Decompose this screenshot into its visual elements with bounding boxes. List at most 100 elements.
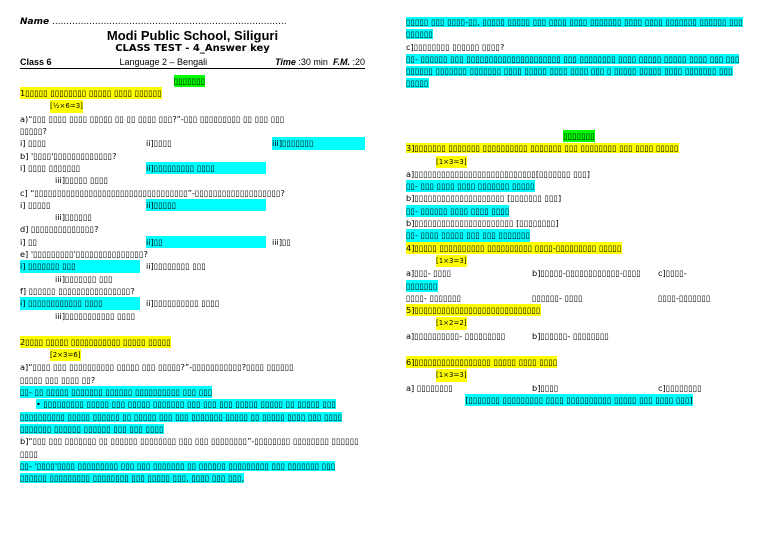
text-line: ▯▯- ▯▯▯▯▯▯ ▯▯▯▯ ▯▯▯▯ ▯▯▯▯ (406, 204, 758, 218)
text-segment: ▯▯- ▯▯▯▯▯▯ ▯▯▯ ▯▯▯▯▯▯▯▯▯▯▯▯▯▯▯▯▯▯▯▯▯ ▯▯▯… (406, 53, 740, 89)
text-segment: ▯▯▯▯▯▯▯ (563, 130, 595, 143)
text-segment: iii]▯▯▯▯▯▯▯ (272, 137, 365, 150)
text-segment: a]▯▯▯▯▯▯▯▯▯▯▯▯▯▯▯▯▯▯▯▯▯▯▯▯▯▯▯[▯▯▯▯▯▯▯ ▯▯… (406, 168, 590, 179)
time-fm: Time :30 min F.M. :20 (275, 56, 365, 68)
text-line: f] ▯▯▯▯▯▯ ▯▯▯▯▯▯▯▯▯▯▯▯▯▯▯▯? (20, 285, 365, 297)
text-segment: iii]▯▯ (272, 236, 292, 247)
text-line: a]▯▯▯- ▯▯▯▯ b]▯▯▯▯▯-▯▯▯▯▯▯▯▯▯▯▯▯-▯▯▯▯ c]▯▯… (406, 267, 758, 279)
text-segment: ii]▯▯▯▯ (146, 138, 172, 149)
text-segment: [▯▯▯▯▯▯▯ ▯▯▯▯▯▯▯▯▯ ▯▯▯▯ ▯▯▯▯▯▯▯▯▯▯ ▯▯▯▯▯… (465, 393, 693, 407)
text-segment: ▯▯- ▯▯▯▯ ▯▯▯▯▯ ▯▯▯ ▯▯▯ ▯▯▯▯▯▯▯ (406, 229, 531, 242)
text-segment: a] ▯▯▯▯▯▯▯▯ (406, 382, 453, 393)
text-segment: b]“▯▯▯ ▯▯▯ ▯▯▯▯▯▯▯ ▯▯ ▯▯▯▯▯▯ ▯▯▯▯▯▯▯▯ ▯▯… (20, 436, 359, 459)
text-line: iii]▯▯▯▯▯▯▯ ▯▯▯ (20, 273, 365, 285)
school: Modi Public School, Siliguri (106, 28, 279, 44)
text-segment: iii]▯▯▯▯▯ ▯▯▯▯ (55, 175, 109, 186)
text-line: ▯▯▯▯▯▯▯ (406, 279, 758, 292)
text-segment: ii]▯▯▯▯▯▯▯▯▯ ▯▯▯▯ (146, 161, 266, 175)
text-line: i] ▯▯ ii]▯▯ iii]▯▯ (20, 235, 365, 249)
text-line: ▯▯▯▯▯▯▯ (20, 74, 365, 88)
text-line: ▯▯▯▯▯ ▯▯▯ ▯▯▯▯ ▯▯? (20, 374, 365, 386)
test-title: CLASS TEST - 4_Answer key (115, 43, 270, 55)
text-line: iii]▯▯▯▯▯ ▯▯▯▯ (20, 174, 365, 186)
text-line: 4]▯▯▯▯▯ ▯▯▯▯▯▯▯▯▯▯ ▯▯▯▯▯▯▯▯▯▯ ▯▯▯▯-▯▯▯▯▯… (406, 241, 758, 254)
text-segment: d] ▯▯▯▯▯▯▯▯▯▯▯▯▯▯? (20, 224, 99, 235)
text-segment: b]▯▯▯▯ (532, 382, 559, 393)
text-segment: a]“▯▯▯▯ ▯▯▯ ▯▯▯▯▯▯▯▯▯▯ ▯▯▯▯▯ ▯▯▯ ▯▯▯▯▯?”… (20, 362, 294, 373)
text-segment: ii]▯▯ (146, 235, 266, 249)
text-line: i] ▯▯▯▯ ii]▯▯▯▯ iii]▯▯▯▯▯▯▯ (20, 137, 365, 150)
text-line: a]▯▯▯▯▯▯▯▯▯▯- ▯▯▯▯▯▯▯▯▯ b]▯▯▯▯▯▯- ▯▯▯▯▯▯▯… (406, 330, 758, 342)
text-line: ▯▯▯▯▯? (20, 125, 365, 137)
text-segment: ▯▯▯▯▯ ▯▯▯ ▯▯▯▯-▯▯, ▯▯▯▯▯ ▯▯▯▯▯ ▯▯▯ ▯▯▯▯ … (406, 17, 743, 40)
text-segment: ii]▯▯▯▯▯▯▯▯▯▯ ▯▯▯▯ (146, 298, 220, 309)
text-segment: c]▯▯▯▯- (658, 268, 687, 279)
text-segment: [2×3=6] (50, 349, 81, 362)
text-line: ▯▯- ▯▯ ▯▯▯▯▯ ▯▯▯▯▯▯▯ ▯▯▯▯▯▯ ▯▯▯▯▯▯▯▯▯▯ ▯… (20, 386, 365, 399)
text-segment: [½×6=3] (50, 100, 83, 113)
text-segment: ▯▯▯▯▯▯▯ (173, 74, 206, 88)
text-line: ▯▯- '▯▯▯▯'▯▯▯▯ ▯▯▯▯▯▯▯▯▯ ▯▯▯ ▯▯▯ ▯▯▯▯▯▯▯… (20, 460, 365, 485)
text-line: [1×2=2] (406, 316, 758, 330)
text-line: d] ▯▯▯▯▯▯▯▯▯▯▯▯▯▯? (20, 223, 365, 235)
text-segment: 1▯▯▯▯▯ ▯▯▯▯▯▯▯▯ ▯▯▯▯▯ ▯▯▯▯ ▯▯▯▯▯▯ (20, 87, 162, 100)
text-segment: i] ▯▯▯▯▯ (20, 199, 51, 210)
text-line: ▯▯▯▯▯▯▯ (406, 130, 758, 143)
text-line: i] ▯▯▯▯▯ ii]▯▯▯▯▯ (20, 198, 365, 212)
text-line: c]▯▯▯▯▯▯▯▯ ▯▯▯▯▯▯ ▯▯▯▯? (406, 41, 758, 53)
text-segment: ▯▯▯▯-▯▯▯▯▯▯▯ (658, 292, 711, 303)
text-segment: iii]▯▯▯▯▯▯▯▯▯▯▯ ▯▯▯▯ (55, 310, 136, 321)
text-line: 3]▯▯▯▯▯▯▯ ▯▯▯▯▯▯▯ ▯▯▯▯▯▯▯▯▯▯ ▯▯▯▯▯▯▯ ▯▯▯… (406, 142, 758, 154)
name-dots: ........................................… (51, 17, 287, 27)
text-segment: 4]▯▯▯▯▯ ▯▯▯▯▯▯▯▯▯▯ ▯▯▯▯▯▯▯▯▯▯ ▯▯▯▯-▯▯▯▯▯… (406, 241, 622, 254)
text-line: c] “▯▯▯▯▯▯▯▯▯▯▯▯▯▯▯▯▯▯▯▯▯▯▯▯▯▯▯▯▯▯▯▯▯▯”-… (20, 187, 365, 199)
text-line: 1▯▯▯▯▯ ▯▯▯▯▯▯▯▯ ▯▯▯▯▯ ▯▯▯▯ ▯▯▯▯▯▯ (20, 87, 365, 100)
text-segment: a]▯▯▯- ▯▯▯▯ (406, 268, 452, 279)
right-top: ▯▯▯▯▯ ▯▯▯ ▯▯▯▯-▯▯, ▯▯▯▯▯ ▯▯▯▯▯ ▯▯▯ ▯▯▯▯ … (406, 16, 758, 90)
text-segment: ▯▯▯▯▯ ▯▯▯ ▯▯▯▯ ▯▯? (20, 374, 96, 385)
text-line: [2×3=6] (20, 348, 365, 362)
text-segment: i] ▯▯▯▯▯▯▯ ▯▯▯ (20, 260, 140, 273)
text-line: a] ▯▯▯▯▯▯▯▯ b]▯▯▯▯ c]▯▯▯▯▯▯▯▯ (406, 382, 758, 394)
text-line: i] ▯▯▯▯▯▯▯ ▯▯▯ ii]▯▯▯▯▯▯▯▯ ▯▯▯ (20, 260, 365, 273)
text-line: 2▯▯▯▯ ▯▯▯▯▯ ▯▯▯▯▯▯▯▯▯▯▯ ▯▯▯▯▯ ▯▯▯▯▯ (20, 335, 365, 349)
text-segment: [1×3=3] (436, 254, 467, 268)
text-line: [1×3=3] (406, 368, 758, 382)
text-segment: f] ▯▯▯▯▯▯ ▯▯▯▯▯▯▯▯▯▯▯▯▯▯▯▯? (20, 285, 135, 296)
fm-label: F.M. (332, 56, 350, 67)
text-line: ▯▯- ▯▯▯▯▯▯ ▯▯▯ ▯▯▯▯▯▯▯▯▯▯▯▯▯▯▯▯▯▯▯▯▯ ▯▯▯… (406, 53, 758, 90)
text-segment: a)“▯▯▯ ▯▯▯▯ ▯▯▯▯ ▯▯▯▯▯ ▯▯ ▯▯ ▯▯▯▯ ▯▯▯?”-… (20, 113, 285, 124)
text-line: ▯▯- ▯▯▯▯ ▯▯▯▯▯ ▯▯▯ ▯▯▯ ▯▯▯▯▯▯▯ (406, 229, 758, 242)
text-segment: ▯▯- ▯▯▯▯▯▯ ▯▯▯▯ ▯▯▯▯ ▯▯▯▯ (406, 204, 510, 218)
text-line: a]“▯▯▯▯ ▯▯▯ ▯▯▯▯▯▯▯▯▯▯ ▯▯▯▯▯ ▯▯▯ ▯▯▯▯▯?”… (20, 361, 365, 373)
text-segment: • ▯▯▯▯▯▯▯▯▯ ▯▯▯▯▯ ▯▯▯ ▯▯▯▯▯ ▯▯▯▯▯▯▯ ▯▯▯ … (20, 399, 343, 434)
name-label: Name (20, 17, 50, 27)
class: Class 6 (20, 56, 52, 67)
right-bottom: ▯▯▯▯▯▯▯ 3]▯▯▯▯▯▯▯ ▯▯▯▯▯▯▯ ▯▯▯▯▯▯▯▯▯▯ ▯▯▯▯… (406, 130, 758, 407)
text-segment: b] '▯▯▯▯'▯▯▯▯▯▯▯▯▯▯▯▯▯? (20, 150, 117, 161)
text-line: [1×3=3] (406, 254, 758, 268)
text-segment: ▯▯▯▯▯? (20, 126, 47, 137)
text-segment: ▯▯▯▯- ▯▯▯▯▯▯▯ (406, 292, 462, 303)
text-line: ▯▯▯▯▯ ▯▯▯ ▯▯▯▯-▯▯, ▯▯▯▯▯ ▯▯▯▯▯ ▯▯▯ ▯▯▯▯ … (406, 16, 758, 41)
text-line: b]“▯▯▯ ▯▯▯ ▯▯▯▯▯▯▯ ▯▯ ▯▯▯▯▯▯ ▯▯▯▯▯▯▯▯ ▯▯… (20, 435, 365, 460)
text-line: b] '▯▯▯▯'▯▯▯▯▯▯▯▯▯▯▯▯▯? (20, 150, 365, 162)
text-segment: b]▯▯▯▯▯▯▯▯▯▯▯▯▯▯▯▯▯▯▯▯ [▯▯▯▯▯▯▯ ▯▯▯] (406, 193, 562, 204)
text-line: [▯▯▯▯▯▯▯ ▯▯▯▯▯▯▯▯▯ ▯▯▯▯ ▯▯▯▯▯▯▯▯▯▯ ▯▯▯▯▯… (406, 393, 758, 407)
text-segment: i] ▯▯▯▯ (20, 138, 47, 149)
text-line: a]▯▯▯▯▯▯▯▯▯▯▯▯▯▯▯▯▯▯▯▯▯▯▯▯▯▯▯[▯▯▯▯▯▯▯ ▯▯… (406, 168, 758, 180)
text-line: i] ▯▯▯▯▯▯▯▯▯▯▯▯ ▯▯▯▯ ii]▯▯▯▯▯▯▯▯▯▯ ▯▯▯▯ (20, 297, 365, 310)
text-line: iii]▯▯▯▯▯▯▯▯▯▯▯ ▯▯▯▯ (20, 310, 365, 322)
time-label: Time (275, 56, 296, 67)
text-line: iii]▯▯▯▯▯▯ (20, 211, 365, 223)
text-segment: b]▯▯▯▯▯▯▯▯▯▯▯▯▯▯▯▯▯▯▯▯▯▯ [▯▯▯▯▯▯▯▯] (406, 218, 559, 229)
text-line: b]▯▯▯▯▯▯▯▯▯▯▯▯▯▯▯▯▯▯▯▯ [▯▯▯▯▯▯▯ ▯▯▯] (406, 192, 758, 204)
text-segment: b]▯▯▯▯▯▯- ▯▯▯▯▯▯▯▯ (532, 330, 610, 341)
text-segment: i] ▯▯▯▯▯▯▯▯▯▯▯▯ ▯▯▯▯ (20, 297, 140, 310)
text-line: a)“▯▯▯ ▯▯▯▯ ▯▯▯▯ ▯▯▯▯▯ ▯▯ ▯▯ ▯▯▯▯ ▯▯▯?”-… (20, 113, 365, 125)
text-segment: iii]▯▯▯▯▯▯▯ ▯▯▯ (55, 273, 113, 284)
text-segment: c] “▯▯▯▯▯▯▯▯▯▯▯▯▯▯▯▯▯▯▯▯▯▯▯▯▯▯▯▯▯▯▯▯▯▯”-… (20, 187, 285, 198)
text-segment: [1×3=3] (436, 155, 467, 168)
text-segment: b]▯▯▯▯▯-▯▯▯▯▯▯▯▯▯▯▯▯-▯▯▯▯ (532, 268, 641, 279)
